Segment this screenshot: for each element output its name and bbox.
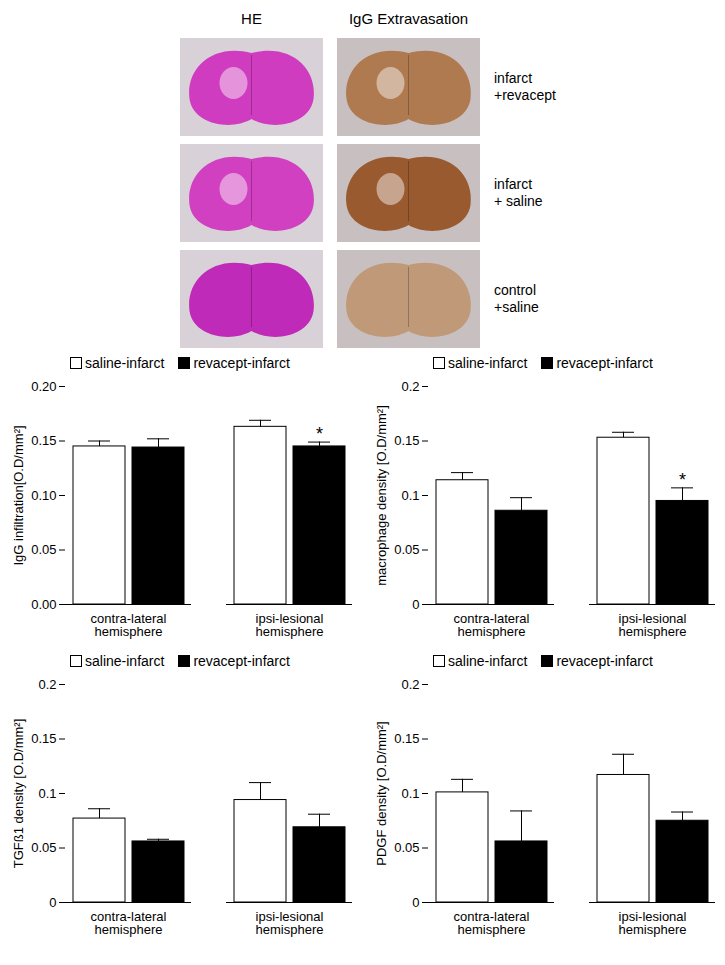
svg-text:*: * [316, 424, 323, 444]
svg-text:HE: HE [241, 10, 262, 27]
svg-text:control+saline: control+saline [494, 282, 539, 315]
svg-text:contra-lateralhemisphere: contra-lateralhemisphere [454, 611, 530, 639]
svg-text:TGFß1 density [O.D/mm²]: TGFß1 density [O.D/mm²] [11, 719, 26, 869]
svg-text:0.15: 0.15 [31, 731, 56, 746]
svg-text:IgG infiltration[O.D/mm²]: IgG infiltration[O.D/mm²] [11, 425, 26, 565]
svg-text:0.05: 0.05 [394, 840, 419, 855]
html-text:revacept-infarct: revacept-infarct [556, 653, 653, 669]
svg-text:IgG Extravasation: IgG Extravasation [349, 10, 468, 27]
svg-text:macrophage density [O.D/mm²]: macrophage density [O.D/mm²] [374, 405, 389, 586]
svg-text:0.1: 0.1 [401, 488, 419, 503]
svg-text:ipsi-lesionalhemisphere: ipsi-lesionalhemisphere [256, 611, 324, 639]
svg-text:ipsi-lesionalhemisphere: ipsi-lesionalhemisphere [619, 909, 687, 937]
svg-text:0.05: 0.05 [31, 840, 56, 855]
svg-text:0.2: 0.2 [38, 677, 56, 692]
svg-text:PDGF density [O.D/mm²]: PDGF density [O.D/mm²] [374, 721, 389, 865]
svg-text:ipsi-lesionalhemisphere: ipsi-lesionalhemisphere [256, 909, 324, 937]
svg-text:contra-lateralhemisphere: contra-lateralhemisphere [91, 909, 167, 937]
svg-text:infarct+ saline: infarct+ saline [494, 176, 543, 209]
svg-text:0: 0 [49, 895, 56, 910]
svg-text:0.10: 0.10 [31, 488, 56, 503]
html-text:revacept-infarct: revacept-infarct [556, 355, 653, 371]
svg-text:contra-lateralhemisphere: contra-lateralhemisphere [91, 611, 167, 639]
svg-text:0: 0 [412, 895, 419, 910]
html-text:revacept-infarct: revacept-infarct [193, 355, 290, 371]
svg-text:0.05: 0.05 [31, 542, 56, 557]
html-text:revacept-infarct: revacept-infarct [193, 653, 290, 669]
html-text:saline-infarct: saline-infarct [85, 355, 165, 371]
svg-text:0.05: 0.05 [394, 542, 419, 557]
svg-text:0.15: 0.15 [394, 433, 419, 448]
svg-text:0: 0 [412, 597, 419, 612]
svg-text:0.1: 0.1 [401, 786, 419, 801]
svg-text:0.20: 0.20 [31, 379, 56, 394]
svg-text:*: * [679, 470, 686, 490]
svg-text:0.1: 0.1 [38, 786, 56, 801]
svg-text:0.15: 0.15 [31, 433, 56, 448]
svg-text:0.15: 0.15 [394, 731, 419, 746]
svg-text:0.2: 0.2 [401, 379, 419, 394]
svg-text:ipsi-lesionalhemisphere: ipsi-lesionalhemisphere [619, 611, 687, 639]
svg-text:0.00: 0.00 [31, 597, 56, 612]
html-text:saline-infarct: saline-infarct [448, 653, 528, 669]
svg-text:contra-lateralhemisphere: contra-lateralhemisphere [454, 909, 530, 937]
svg-text:0.2: 0.2 [401, 677, 419, 692]
html-text:saline-infarct: saline-infarct [448, 355, 528, 371]
svg-text:infarct+revacept: infarct+revacept [494, 70, 556, 103]
html-text:saline-infarct: saline-infarct [85, 653, 165, 669]
